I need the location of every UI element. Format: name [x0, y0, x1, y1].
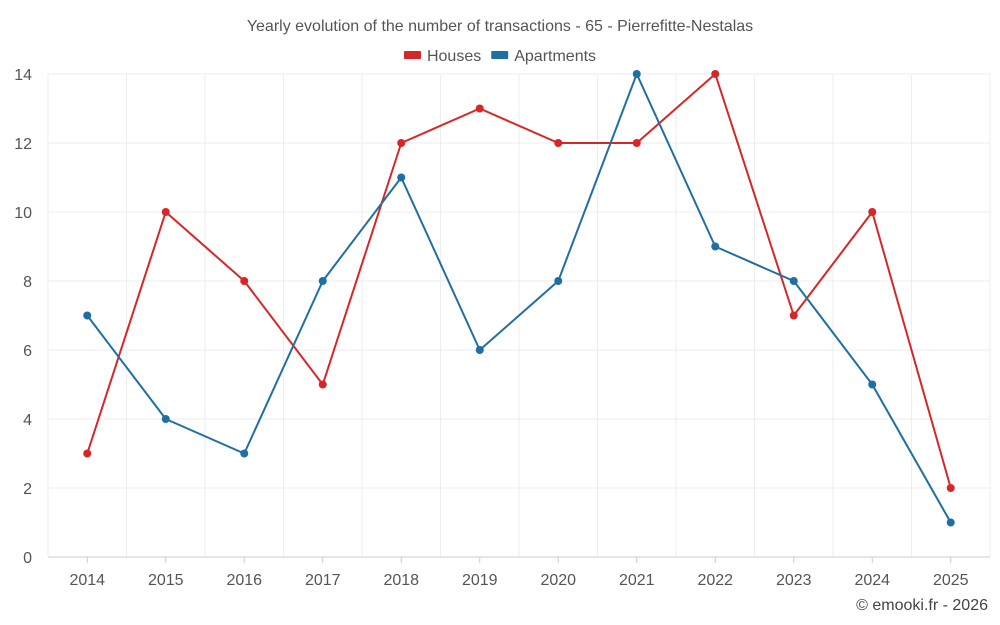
legend: Houses Apartments	[403, 48, 596, 65]
y-tick-label: 14	[14, 67, 32, 84]
y-tick-label: 8	[23, 274, 32, 291]
series-line-apartments	[86, 73, 952, 523]
y-tick-label: 6	[23, 343, 32, 360]
x-tick-label: 2018	[383, 572, 419, 589]
y-tick-label: 10	[14, 205, 32, 222]
y-tick-label: 12	[14, 136, 32, 153]
credit-text: © emooki.fr - 2026	[856, 597, 988, 614]
y-tick-label: 0	[23, 550, 32, 567]
y-tick-label: 2	[23, 481, 32, 498]
x-tick-label: 2025	[933, 572, 969, 589]
data-point-houses[interactable]	[632, 139, 641, 147]
data-point-apartments[interactable]	[789, 277, 798, 285]
x-tick-label: 2023	[776, 572, 812, 589]
legend-item-apartments[interactable]: Apartments	[491, 48, 596, 65]
data-point-apartments[interactable]	[397, 173, 406, 182]
data-point-apartments[interactable]	[161, 415, 170, 423]
data-point-apartments[interactable]	[83, 311, 92, 320]
y-tick-label: 4	[23, 412, 32, 429]
x-tick-label: 2022	[697, 572, 733, 589]
data-point-apartments[interactable]	[475, 346, 484, 354]
data-point-houses[interactable]	[161, 208, 170, 216]
x-tick-label: 2014	[69, 572, 105, 589]
data-point-houses[interactable]	[946, 484, 955, 492]
legend-item-houses[interactable]: Houses	[403, 48, 481, 65]
data-point-houses[interactable]	[789, 311, 798, 320]
data-point-apartments[interactable]	[632, 70, 641, 78]
data-point-apartments[interactable]	[240, 449, 249, 458]
x-tick-label: 2019	[462, 572, 498, 589]
chart-title: Yearly evolution of the number of transa…	[247, 18, 753, 35]
legend-label: Houses	[427, 48, 481, 65]
data-point-apartments[interactable]	[868, 380, 877, 389]
legend-label: Apartments	[514, 48, 596, 65]
data-point-apartments[interactable]	[318, 277, 327, 285]
data-point-apartments[interactable]	[711, 242, 720, 251]
x-tick-label: 2020	[540, 572, 576, 589]
legend-swatch-apartments	[491, 51, 509, 59]
x-axis: 2014 2015 2016 2017 2018 2019 2020 2021 2022 2023…	[48, 556, 990, 589]
data-point-houses[interactable]	[83, 449, 92, 458]
x-tick-label: 2016	[226, 572, 262, 589]
x-tick-label: 2024	[854, 572, 890, 589]
data-point-houses[interactable]	[868, 208, 877, 216]
x-tick-label: 2017	[305, 572, 341, 589]
y-axis: 0 2 4 6 8 10 12 14	[14, 67, 32, 567]
data-point-houses[interactable]	[240, 277, 249, 285]
x-tick-label: 2015	[148, 572, 184, 589]
data-point-apartments[interactable]	[946, 518, 955, 527]
data-point-houses[interactable]	[475, 104, 484, 113]
x-tick-label: 2021	[619, 572, 655, 589]
data-point-houses[interactable]	[711, 70, 720, 78]
data-point-apartments[interactable]	[554, 277, 563, 285]
legend-swatch-houses	[403, 51, 421, 59]
data-point-houses[interactable]	[318, 380, 327, 389]
series-group	[83, 70, 955, 527]
data-point-houses[interactable]	[554, 139, 563, 147]
data-point-houses[interactable]	[397, 139, 406, 147]
